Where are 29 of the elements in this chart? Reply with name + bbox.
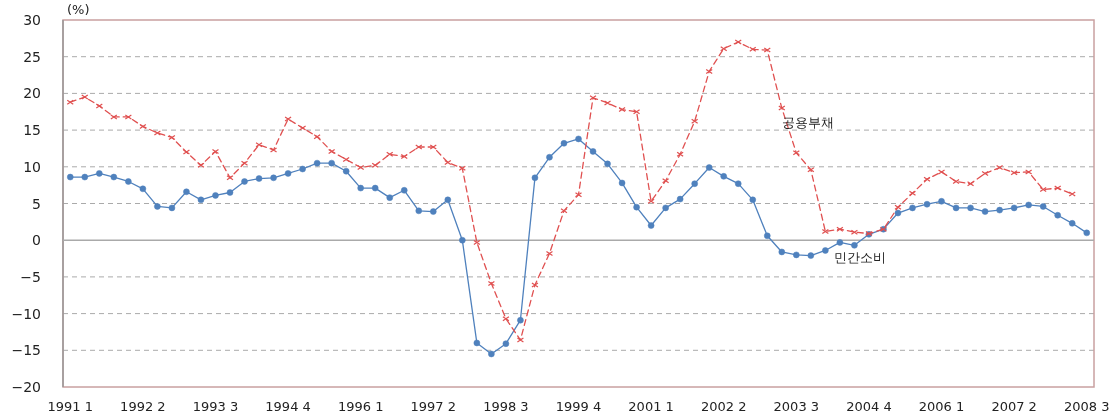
x-tick-label: 1993 3 xyxy=(192,399,239,414)
y-tick-label: 0 xyxy=(32,232,41,249)
x-tick-label: 2003 3 xyxy=(773,399,820,414)
x-tick-label: 1999 4 xyxy=(555,399,602,414)
y-tick-label: 15 xyxy=(23,122,41,139)
y-tick-label: −5 xyxy=(20,268,41,285)
x-tick-label: 2004 4 xyxy=(846,399,892,414)
x-tick-label: 2002 2 xyxy=(700,399,747,414)
x-tick-label: 1994 4 xyxy=(265,399,311,414)
x-tick-label: 1991 1 xyxy=(47,399,94,414)
x-tick-label: 1996 1 xyxy=(337,399,384,414)
y-tick-label: 5 xyxy=(32,195,41,212)
y-tick-label: 10 xyxy=(23,158,41,175)
y-tick-label: −20 xyxy=(11,379,41,395)
y-tick-label: 20 xyxy=(23,85,41,102)
x-tick-label: 2001 1 xyxy=(628,399,674,414)
series-label: 민간소비 xyxy=(833,250,886,266)
x-tick-label: 1992 2 xyxy=(120,399,166,414)
y-tick-label: 25 xyxy=(23,48,41,65)
y-tick-label: −10 xyxy=(11,305,41,322)
y-axis-title: (%) xyxy=(67,2,90,17)
series-label: 공용부채 xyxy=(782,114,835,130)
x-tick-label: 2007 2 xyxy=(991,399,1037,414)
x-tick-label: 1997 2 xyxy=(410,399,457,414)
x-tick-label: 2008 3 xyxy=(1063,399,1110,414)
y-tick-label: −15 xyxy=(11,342,41,359)
x-tick-label: 2006 1 xyxy=(918,399,965,414)
y-tick-label: 30 xyxy=(23,12,41,28)
x-tick-label: 1998 3 xyxy=(483,399,529,414)
